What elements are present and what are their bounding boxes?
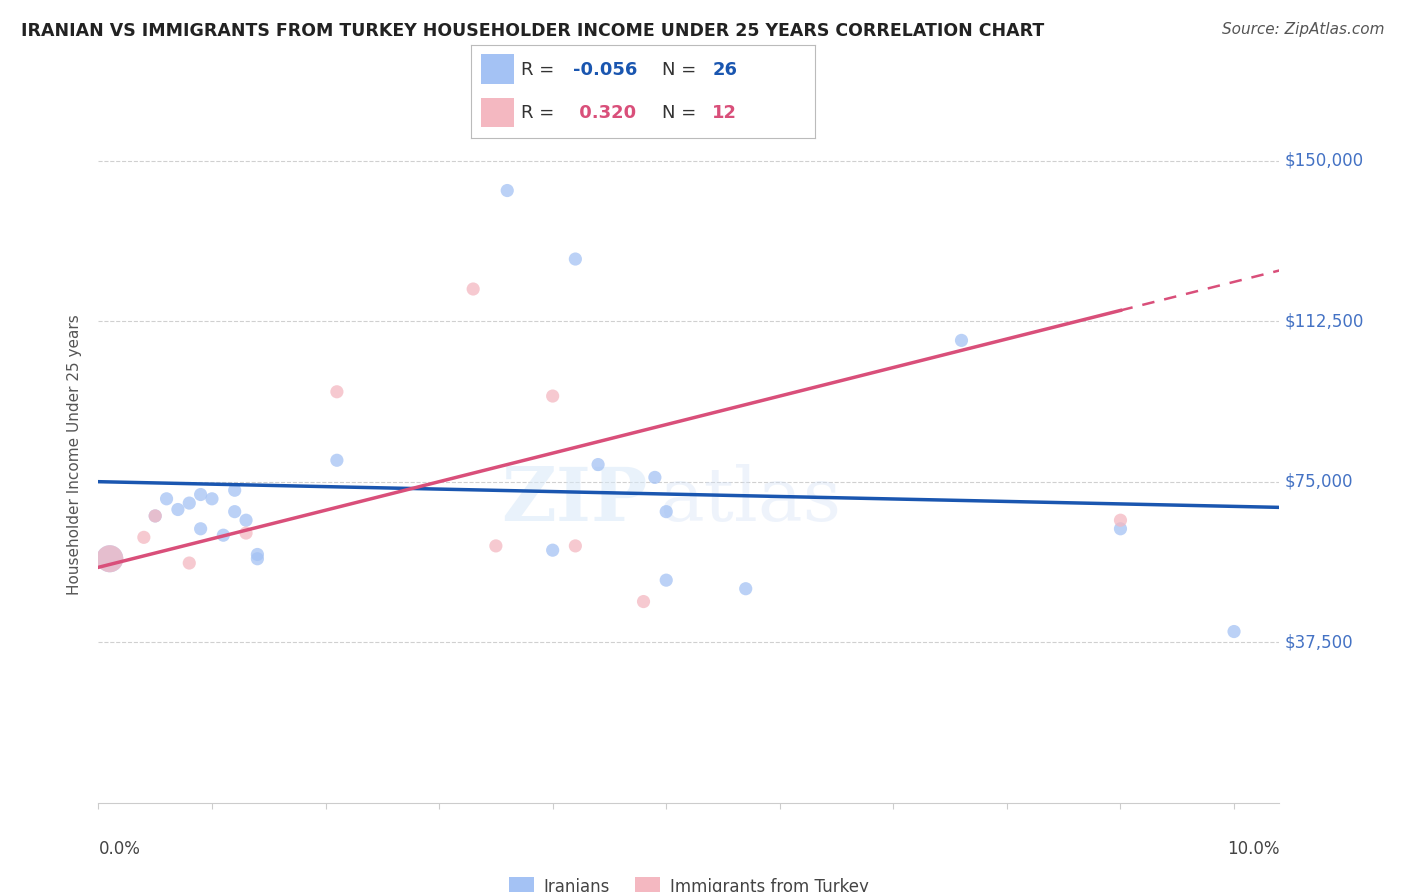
Point (235, 513, 257, 527)
Point (326, 384, 349, 399)
Text: R =: R = (522, 103, 554, 121)
Y-axis label: Householder Income Under 25 years: Householder Income Under 25 years (67, 315, 83, 595)
Point (564, 252, 586, 266)
Text: R =: R = (522, 61, 554, 78)
Point (1223, 624, 1246, 639)
Text: IRANIAN VS IMMIGRANTS FROM TURKEY HOUSEHOLDER INCOME UNDER 25 YEARS CORRELATION : IRANIAN VS IMMIGRANTS FROM TURKEY HOUSEH… (21, 22, 1045, 40)
Point (1109, 513, 1132, 527)
Point (655, 573, 678, 587)
Point (246, 548, 269, 562)
Point (235, 526, 257, 541)
Text: 26: 26 (713, 61, 737, 78)
Point (224, 483, 246, 498)
Bar (481, 97, 515, 128)
Point (485, 539, 508, 553)
Point (463, 282, 485, 296)
Text: 12: 12 (713, 103, 737, 121)
Point (564, 539, 586, 553)
Text: 0.320: 0.320 (572, 103, 636, 121)
Point (644, 470, 666, 484)
Bar (481, 54, 515, 85)
Text: $75,000: $75,000 (1285, 473, 1354, 491)
Point (655, 505, 678, 519)
Text: $150,000: $150,000 (1285, 152, 1364, 169)
Point (98, 551, 121, 566)
Point (633, 594, 655, 608)
Text: N =: N = (662, 61, 696, 78)
Text: -0.056: -0.056 (572, 61, 637, 78)
Text: Source: ZipAtlas.com: Source: ZipAtlas.com (1222, 22, 1385, 37)
Text: 10.0%: 10.0% (1227, 840, 1279, 858)
Text: $37,500: $37,500 (1285, 633, 1354, 651)
Point (496, 184, 519, 198)
Point (179, 496, 201, 510)
Point (143, 508, 166, 523)
Point (950, 334, 973, 348)
Point (98, 551, 121, 566)
Legend: Iranians, Immigrants from Turkey: Iranians, Immigrants from Turkey (502, 871, 876, 892)
Point (246, 551, 269, 566)
Point (167, 502, 190, 516)
Point (179, 556, 201, 570)
Point (541, 543, 564, 558)
Point (190, 522, 212, 536)
Point (190, 487, 212, 501)
Point (155, 491, 177, 506)
Text: ZIP: ZIP (501, 464, 648, 537)
Point (224, 505, 246, 519)
Point (132, 530, 155, 544)
Text: 0.0%: 0.0% (98, 840, 141, 858)
Text: $112,500: $112,500 (1285, 312, 1364, 330)
Point (586, 458, 609, 472)
Point (541, 389, 564, 403)
Point (201, 491, 224, 506)
Point (326, 453, 349, 467)
Text: N =: N = (662, 103, 696, 121)
Point (1109, 522, 1132, 536)
Point (212, 528, 235, 542)
Point (734, 582, 756, 596)
Point (143, 508, 166, 523)
Text: atlas: atlas (659, 464, 842, 537)
